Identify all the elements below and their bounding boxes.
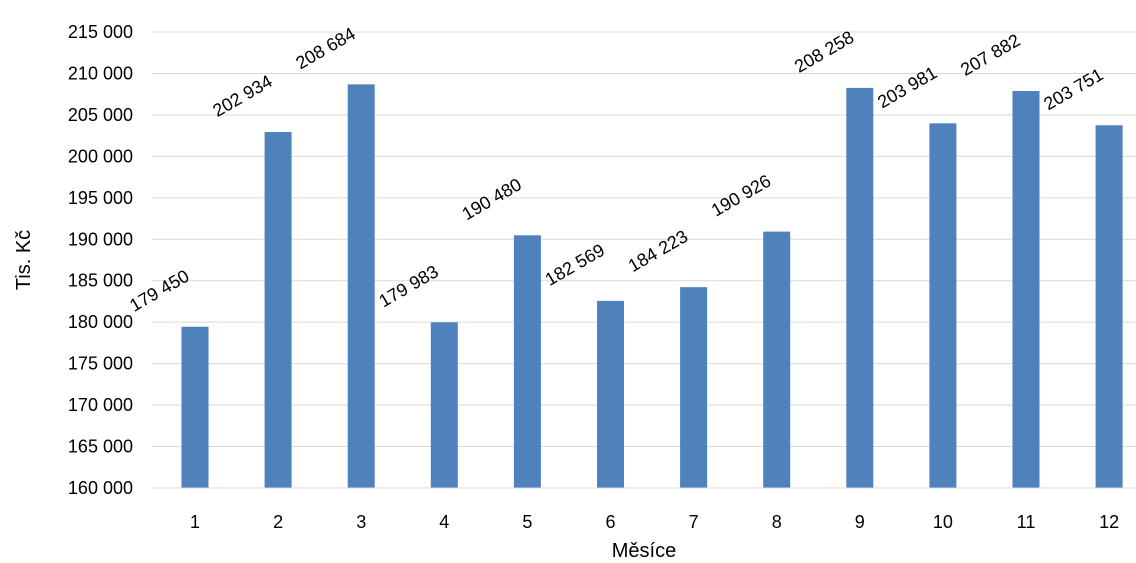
bar — [597, 300, 624, 488]
data-label: 207 882 — [957, 30, 1023, 80]
x-tick-label: 2 — [273, 512, 283, 532]
bar — [680, 287, 708, 488]
data-label: 184 223 — [625, 226, 691, 276]
y-tick-label: 210 000 — [68, 63, 133, 83]
data-label: 182 569 — [542, 240, 608, 290]
y-tick-label: 165 000 — [68, 437, 133, 457]
bar — [763, 231, 791, 489]
x-tick-label: 5 — [522, 512, 532, 532]
y-tick-label: 175 000 — [68, 354, 133, 374]
data-label: 179 983 — [375, 261, 441, 311]
x-tick-label: 3 — [356, 512, 366, 532]
bar — [347, 84, 375, 488]
bar — [1095, 125, 1123, 488]
bar — [513, 235, 541, 488]
data-label: 203 981 — [874, 62, 940, 112]
y-tick-label: 180 000 — [68, 312, 133, 332]
x-tick-label: 6 — [605, 512, 615, 532]
bar — [430, 322, 458, 488]
bars — [181, 84, 1123, 489]
x-tick-label: 11 — [1017, 512, 1036, 532]
y-tick-label: 170 000 — [68, 395, 133, 415]
data-label: 208 258 — [791, 27, 857, 77]
y-tick-label: 160 000 — [68, 478, 133, 498]
x-tick-label: 12 — [1099, 512, 1119, 532]
y-tick-label: 215 000 — [68, 22, 133, 42]
data-label: 203 751 — [1040, 64, 1106, 114]
y-axis-ticks: 160 000 165 000 170 000 175 000 180 000 185 0… — [68, 22, 133, 498]
x-axis-title: Měsíce — [612, 540, 676, 562]
y-tick-label: 200 000 — [68, 146, 133, 166]
bar — [264, 132, 292, 488]
data-label: 208 684 — [292, 23, 358, 73]
x-tick-label: 7 — [689, 512, 699, 532]
x-tick-label: 9 — [855, 512, 865, 532]
bar — [1012, 91, 1040, 488]
bar — [181, 326, 209, 488]
bar — [929, 123, 957, 488]
x-tick-label: 1 — [190, 512, 200, 532]
data-label: 202 934 — [209, 71, 275, 121]
y-tick-label: 190 000 — [68, 229, 133, 249]
gridlines — [152, 31, 1136, 448]
data-label: 179 450 — [126, 266, 192, 316]
y-axis-title: Tis. Kč — [13, 230, 35, 290]
y-tick-label: 205 000 — [68, 105, 133, 125]
x-tick-label: 8 — [772, 512, 782, 532]
bar — [846, 87, 874, 488]
x-tick-label: 4 — [439, 512, 449, 532]
y-tick-label: 195 000 — [68, 188, 133, 208]
data-label: 190 926 — [708, 171, 774, 221]
x-tick-label: 10 — [933, 512, 953, 532]
data-label: 190 480 — [459, 174, 525, 224]
x-axis-ticks: 1 2 3 4 5 6 7 8 9 10 11 12 — [190, 512, 1119, 532]
y-tick-label: 185 000 — [68, 271, 133, 291]
